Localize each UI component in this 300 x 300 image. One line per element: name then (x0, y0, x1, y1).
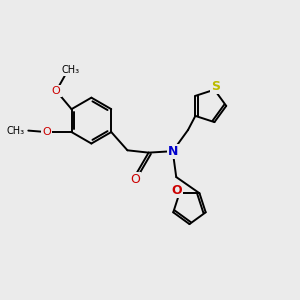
Text: O: O (130, 172, 140, 186)
Text: O: O (172, 184, 182, 197)
Text: O: O (42, 127, 51, 137)
Text: CH₃: CH₃ (61, 65, 79, 75)
Text: CH₃: CH₃ (7, 126, 25, 136)
Text: O: O (52, 86, 61, 96)
Text: S: S (212, 80, 220, 93)
Text: N: N (167, 145, 178, 158)
